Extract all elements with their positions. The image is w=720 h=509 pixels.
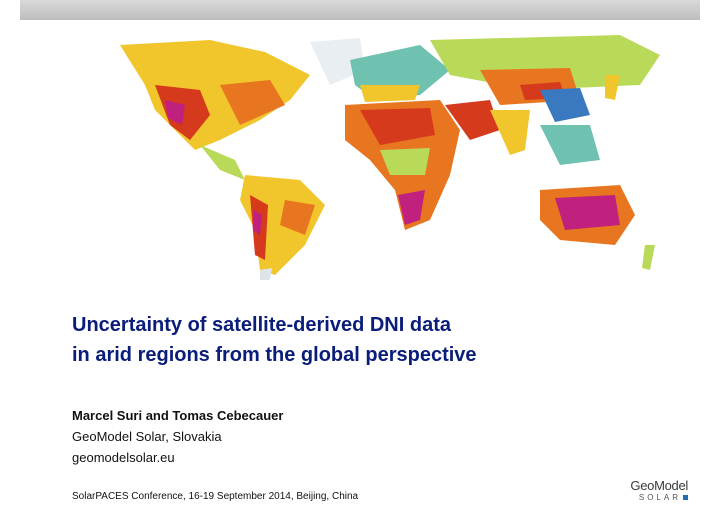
southeast-asia-region <box>540 125 600 165</box>
arabia-region <box>445 100 500 140</box>
north-america-region <box>120 40 310 150</box>
world-dni-map <box>120 35 660 280</box>
conference-footer: SolarPACES Conference, 16-19 September 2… <box>72 491 359 502</box>
geomodel-logo: GeoModel SOLAR <box>618 479 688 505</box>
affiliation: GeoModel Solar, Slovakia <box>72 429 222 444</box>
sahara-hotspot <box>360 108 435 145</box>
mexico-hotspot <box>165 100 185 125</box>
logo-subtitle-text: SOLAR <box>638 493 681 502</box>
new-zealand-region <box>642 245 655 270</box>
brazil-highlands <box>280 200 315 235</box>
central-africa-region <box>380 148 430 175</box>
japan-region <box>605 75 620 100</box>
india-region <box>490 110 530 155</box>
website-link[interactable]: geomodelsolar.eu <box>72 450 175 465</box>
top-header-bar <box>20 0 700 20</box>
china-east-low <box>540 88 590 122</box>
europe-south <box>360 85 420 102</box>
title-line-2: in arid regions from the global perspect… <box>72 344 477 366</box>
authors: Marcel Suri and Tomas Cebecauer <box>72 408 284 423</box>
logo-wordmark: GeoModel <box>630 478 688 493</box>
slide-title: Uncertainty of satellite-derived DNI dat… <box>72 310 477 370</box>
atacama-peak <box>253 210 262 235</box>
australia-interior-peak <box>555 195 620 230</box>
greenland-region <box>310 38 365 85</box>
southern-africa-hotspot <box>398 190 425 225</box>
logo-square-icon <box>683 495 688 500</box>
logo-subtitle: SOLAR <box>618 493 688 503</box>
title-line-1: Uncertainty of satellite-derived DNI dat… <box>72 314 451 336</box>
north-america-east <box>220 80 285 125</box>
central-america-region <box>200 145 245 180</box>
south-tip-region <box>260 268 272 280</box>
